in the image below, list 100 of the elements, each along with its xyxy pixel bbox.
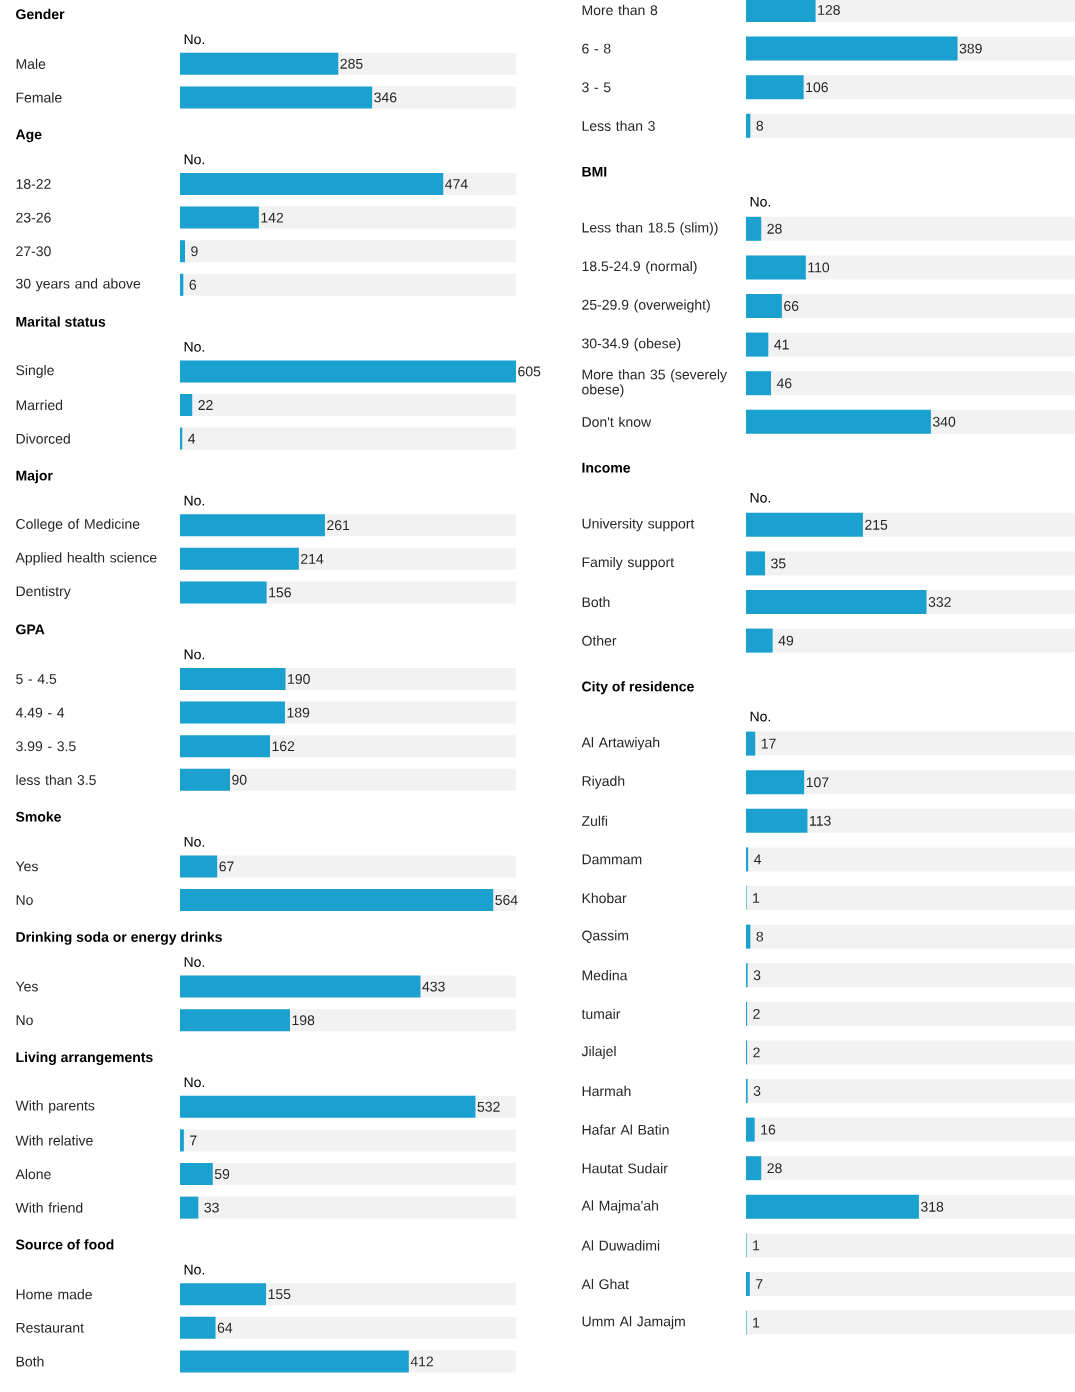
text: Major: [16, 470, 53, 484]
bar: [746, 0, 816, 23]
y-tick-label: Home made: [16, 1289, 92, 1300]
y-tick-label: With relative: [15, 1135, 93, 1146]
data-label: 7: [190, 1135, 197, 1146]
y-tick-label: 4.49 - 4: [15, 707, 65, 718]
data-label: 110: [808, 262, 830, 273]
data-label: 4: [754, 854, 762, 865]
y-tick-label: Al Majma'ah: [581, 1200, 658, 1214]
data-label: 564: [495, 895, 518, 905]
bar: [746, 216, 762, 241]
data-label: 64: [217, 1322, 233, 1333]
y-tick-label: Hafar Al Batin: [582, 1124, 669, 1135]
bar: [180, 1129, 184, 1152]
data-label: 142: [261, 212, 284, 223]
y-tick-label: 27-30: [16, 246, 51, 257]
text: Gender: [16, 8, 65, 20]
y-tick-label: 18.5-24.9 (normal): [582, 260, 697, 274]
y-tick-label: 3 - 5: [582, 82, 611, 93]
bar: [746, 113, 751, 138]
y-tick-label: Dentistry: [16, 585, 71, 599]
data-label: 28: [767, 1163, 782, 1174]
data-label: 35: [771, 558, 786, 569]
text: Income: [582, 462, 631, 473]
data-label: 22: [198, 400, 213, 410]
x-axis-title: No.: [750, 196, 771, 207]
y-tick-label: Qassim: [582, 930, 629, 944]
data-label: 67: [219, 861, 234, 872]
bar: [180, 240, 185, 263]
y-tick-label: Don't know: [582, 416, 652, 427]
text: BMI: [582, 166, 607, 177]
y-tick-label: Married: [16, 399, 63, 411]
bar: [746, 255, 806, 280]
y-tick-label: Yes: [15, 981, 38, 992]
data-label: 389: [959, 43, 982, 54]
y-tick-label: More than 35 (severely obese): [582, 369, 727, 398]
y-tick-label: More than 8: [582, 4, 658, 16]
data-label: 285: [340, 58, 363, 69]
x-axis-title: No.: [184, 154, 205, 165]
data-label: 1: [753, 1240, 760, 1251]
bar: [746, 808, 808, 833]
data-label: 66: [784, 301, 799, 311]
data-label: 6: [189, 279, 197, 290]
data-label: 605: [518, 366, 541, 377]
data-label: 1: [753, 1317, 760, 1328]
data-label: 532: [477, 1101, 500, 1112]
bar: [746, 1117, 755, 1142]
data-label: 16: [761, 1124, 776, 1135]
data-label: 9: [191, 246, 198, 257]
data-label: 190: [288, 674, 310, 684]
x-axis-title: No.: [184, 836, 205, 847]
text: Age: [15, 129, 42, 143]
y-tick-label: Less than 3: [582, 120, 655, 131]
data-label: 8: [756, 120, 764, 131]
y-tick-label: With friend: [15, 1202, 83, 1213]
bar: [746, 731, 756, 756]
y-tick-label: College of Medicine: [16, 518, 140, 532]
x-axis-title: No.: [750, 492, 771, 503]
data-label: 41: [774, 339, 789, 350]
bar: [746, 847, 749, 872]
data-label: 162: [272, 741, 295, 752]
text: Smoke: [15, 811, 61, 822]
data-label: 1: [753, 893, 760, 903]
y-tick-label: Alone: [15, 1168, 51, 1180]
data-label: 107: [806, 777, 829, 788]
data-label: 318: [921, 1201, 944, 1212]
y-tick-label: No: [16, 895, 33, 905]
y-tick-label: Single: [16, 364, 54, 378]
data-label: 189: [287, 707, 310, 718]
y-tick-label: Applied health science: [15, 552, 157, 566]
data-label: 90: [232, 774, 247, 785]
y-tick-label: tumair: [581, 1008, 621, 1019]
bar: [746, 551, 766, 576]
y-tick-label: Al Artawiyah: [581, 737, 660, 751]
y-tick-label: Both: [582, 596, 610, 608]
data-label: 412: [410, 1356, 433, 1367]
y-tick-label: With parents: [15, 1100, 95, 1114]
data-label: 474: [445, 179, 468, 189]
bar: [746, 75, 804, 100]
y-tick-label: Other: [582, 635, 617, 646]
text: Source of food: [15, 1239, 114, 1250]
y-tick-label: 6 - 8: [582, 43, 611, 54]
data-label: 2: [753, 1008, 760, 1019]
x-axis-title: No.: [184, 957, 205, 967]
y-tick-label: Yes: [15, 861, 38, 872]
y-tick-label: Less than 18.5 (slim)): [582, 222, 718, 236]
bar: [746, 1156, 762, 1181]
bar: [746, 924, 751, 949]
bar: [746, 770, 805, 795]
y-tick-label: Dammam: [582, 854, 642, 865]
y-tick-label: Al Duwadimi: [581, 1240, 660, 1251]
bar: [180, 273, 184, 296]
y-tick-label: Hautat Sudair: [582, 1163, 668, 1174]
y-tick-label: 3.99 - 3.5: [16, 741, 76, 752]
data-label: 3: [753, 970, 761, 981]
y-tick-label: Jilajel: [581, 1045, 616, 1059]
data-label: 214: [301, 553, 324, 564]
chart-title: City of residence: [582, 681, 694, 695]
y-tick-label: Divorced: [16, 433, 70, 444]
y-tick-label: 18-22: [16, 179, 51, 189]
